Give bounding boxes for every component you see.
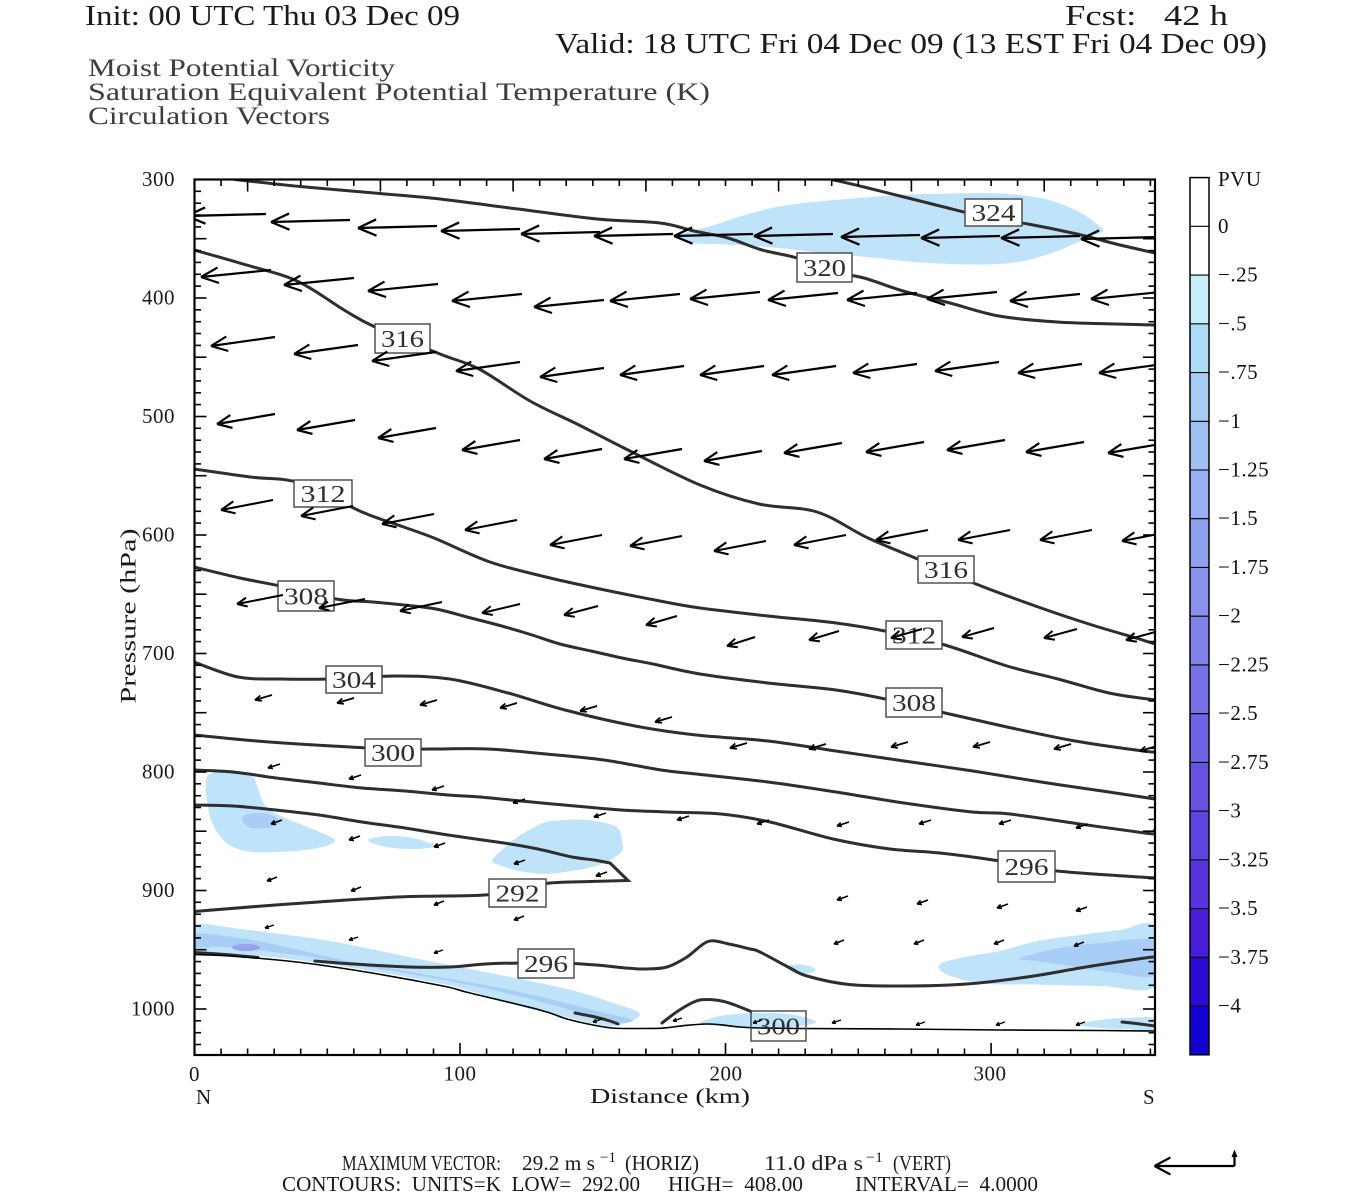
svg-text:11.0 dPa s: 11.0 dPa s [764,1151,863,1175]
svg-text:(HORIZ): (HORIZ) [625,1151,699,1175]
svg-text:1000: 1000 [131,997,175,1021]
svg-text:700: 700 [142,641,175,665]
svg-text:312: 312 [301,482,346,508]
svg-text:316: 316 [381,327,424,353]
svg-text:−1.25: −1.25 [1218,458,1269,482]
svg-text:−.75: −.75 [1218,360,1258,384]
svg-text:Pressure (hPa): Pressure (hPa) [116,529,141,704]
svg-text:296: 296 [1005,855,1049,881]
svg-text:600: 600 [142,523,175,547]
svg-text:300: 300 [371,741,415,767]
svg-text:0: 0 [189,1062,200,1086]
svg-text:304: 304 [332,668,376,694]
svg-text:Moist Potential Vorticity: Moist Potential Vorticity [88,55,396,82]
svg-text:−3.25: −3.25 [1218,847,1269,871]
svg-text:500: 500 [142,404,175,428]
svg-text:−2.25: −2.25 [1218,652,1269,676]
svg-text:−2.5: −2.5 [1218,701,1258,725]
svg-text:Init: 00 UTC Thu 03 Dec 09: Init: 00 UTC Thu 03 Dec 09 [85,1,460,32]
svg-text:300: 300 [142,167,175,191]
svg-text:CONTOURS: UNITS=K LOW= 292.: CONTOURS: UNITS=K LOW= 292.00 [282,1172,640,1196]
svg-text:−.25: −.25 [1218,263,1258,287]
svg-text:Distance (km): Distance (km) [590,1084,750,1108]
svg-text:308: 308 [892,691,936,717]
svg-text:Saturation Equivalent Potentia: Saturation Equivalent Potential Temperat… [88,79,710,106]
svg-text:296: 296 [524,952,568,978]
svg-text:MAXIMUM VECTOR:: MAXIMUM VECTOR: [342,1151,501,1175]
svg-text:200: 200 [710,1062,743,1086]
svg-text:−1: −1 [1218,409,1241,433]
svg-text:INTERVAL= 4.0000: INTERVAL= 4.0000 [855,1172,1038,1196]
svg-text:−1.75: −1.75 [1218,555,1269,579]
svg-text:29.2 m s: 29.2 m s [522,1151,595,1175]
svg-text:−1: −1 [600,1150,616,1166]
svg-text:300: 300 [757,1015,800,1041]
svg-text:0: 0 [1218,214,1229,238]
svg-text:−2.75: −2.75 [1218,750,1269,774]
svg-text:Circulation Vectors: Circulation Vectors [88,103,330,130]
svg-text:324: 324 [972,201,1016,227]
svg-text:316: 316 [924,558,968,584]
svg-text:400: 400 [142,286,175,310]
svg-text:HIGH= 408.00: HIGH= 408.00 [668,1172,803,1196]
svg-text:−4: −4 [1218,994,1241,1018]
svg-text:−1: −1 [866,1150,883,1166]
svg-text:−3: −3 [1218,799,1241,823]
svg-text:N: N [196,1085,211,1109]
svg-text:S: S [1143,1085,1155,1109]
svg-text:−1.5: −1.5 [1218,506,1258,530]
svg-text:−3.5: −3.5 [1218,896,1258,920]
svg-text:−2: −2 [1218,604,1241,628]
svg-text:320: 320 [803,256,846,282]
svg-text:PVU: PVU [1218,167,1262,191]
svg-text:−.5: −.5 [1218,311,1247,335]
svg-text:Valid: 18 UTC Fri 04 Dec 09 (1: Valid: 18 UTC Fri 04 Dec 09 (13 EST Fri … [555,29,1267,60]
svg-text:292: 292 [496,882,540,908]
svg-text:Fcst: 42 h: Fcst: 42 h [1065,1,1228,32]
svg-text:800: 800 [142,760,175,784]
svg-text:300: 300 [974,1062,1007,1086]
svg-text:900: 900 [142,878,175,902]
svg-text:100: 100 [444,1062,477,1086]
svg-text:−3.75: −3.75 [1218,945,1269,969]
svg-text:(VERT): (VERT) [893,1151,951,1175]
